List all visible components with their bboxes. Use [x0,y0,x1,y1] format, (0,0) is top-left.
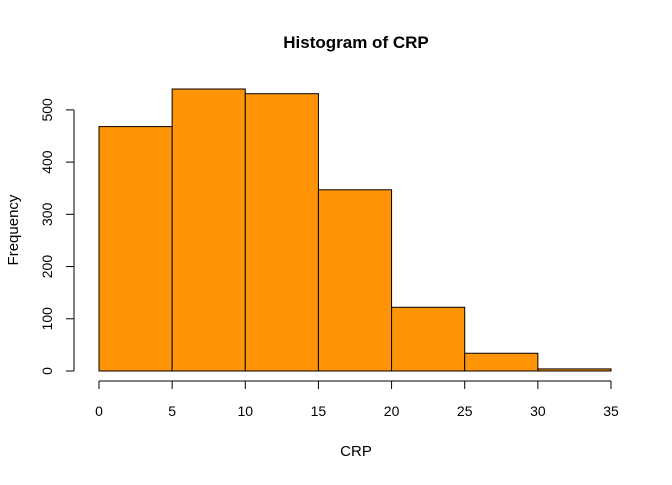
y-tick-label: 100 [39,307,55,331]
y-tick-label: 500 [39,98,55,122]
histogram-bar [537,368,612,372]
x-axis-label: CRP [340,443,372,460]
y-axis-label: Frequency [5,194,22,265]
y-axis: 0 100 200 300 400 500 [39,98,75,375]
histogram-bar [98,126,173,372]
histogram-bar [317,189,393,372]
x-tick-label: 35 [603,403,619,419]
chart-title: Histogram of CRP [283,33,428,52]
histogram-bar [171,88,246,372]
y-tick-label: 400 [39,150,55,174]
x-tick-label: 15 [311,403,327,419]
x-tick-label: 20 [384,403,400,419]
histogram-bar [464,352,539,372]
y-tick-label: 0 [39,367,55,375]
x-tick-label: 30 [530,403,546,419]
x-tick-label: 0 [95,403,103,419]
y-tick-label: 200 [39,255,55,279]
histogram-bar [391,306,466,372]
histogram-bar [244,93,319,372]
y-tick-label: 300 [39,202,55,226]
x-tick-label: 10 [237,403,253,419]
x-tick-label: 5 [168,403,176,419]
x-axis: 0 5 10 15 20 25 30 35 [95,380,619,419]
bars-group [98,88,612,372]
x-tick-label: 25 [457,403,473,419]
